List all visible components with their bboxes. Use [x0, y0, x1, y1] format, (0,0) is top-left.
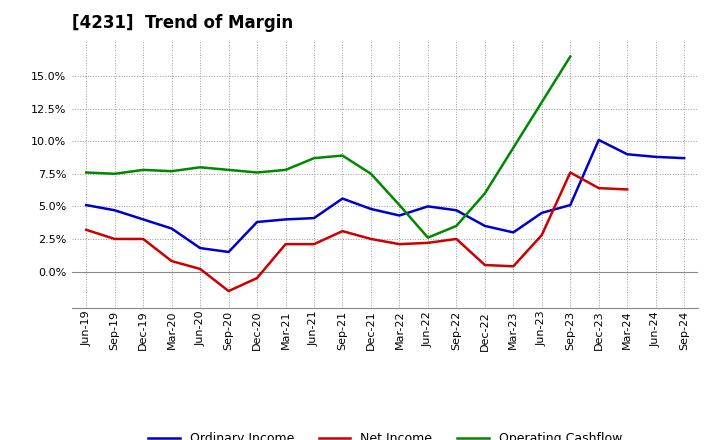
- Net Income: [623, 187, 631, 192]
- Net Income: [225, 289, 233, 294]
- Net Income: [110, 236, 119, 242]
- Operating Cashflow: [395, 202, 404, 208]
- Operating Cashflow: [110, 171, 119, 176]
- Operating Cashflow: [509, 145, 518, 150]
- Net Income: [139, 236, 148, 242]
- Ordinary Income: [509, 230, 518, 235]
- Operating Cashflow: [82, 170, 91, 175]
- Ordinary Income: [537, 210, 546, 216]
- Ordinary Income: [480, 223, 489, 228]
- Operating Cashflow: [452, 223, 461, 228]
- Ordinary Income: [338, 196, 347, 201]
- Ordinary Income: [110, 208, 119, 213]
- Ordinary Income: [82, 202, 91, 208]
- Ordinary Income: [196, 246, 204, 251]
- Net Income: [338, 228, 347, 234]
- Ordinary Income: [225, 249, 233, 255]
- Net Income: [509, 264, 518, 269]
- Operating Cashflow: [480, 191, 489, 196]
- Operating Cashflow: [366, 171, 375, 176]
- Net Income: [196, 266, 204, 271]
- Operating Cashflow: [310, 155, 318, 161]
- Net Income: [395, 242, 404, 247]
- Net Income: [480, 262, 489, 268]
- Ordinary Income: [680, 155, 688, 161]
- Operating Cashflow: [253, 170, 261, 175]
- Operating Cashflow: [196, 165, 204, 170]
- Text: [4231]  Trend of Margin: [4231] Trend of Margin: [72, 15, 293, 33]
- Net Income: [310, 242, 318, 247]
- Net Income: [167, 258, 176, 264]
- Operating Cashflow: [338, 153, 347, 158]
- Ordinary Income: [167, 226, 176, 231]
- Line: Operating Cashflow: Operating Cashflow: [86, 56, 570, 238]
- Net Income: [366, 236, 375, 242]
- Net Income: [595, 186, 603, 191]
- Ordinary Income: [282, 217, 290, 222]
- Legend: Ordinary Income, Net Income, Operating Cashflow: Ordinary Income, Net Income, Operating C…: [143, 427, 627, 440]
- Ordinary Income: [566, 202, 575, 208]
- Operating Cashflow: [282, 167, 290, 172]
- Ordinary Income: [310, 216, 318, 221]
- Net Income: [537, 232, 546, 238]
- Line: Ordinary Income: Ordinary Income: [86, 140, 684, 252]
- Ordinary Income: [253, 220, 261, 225]
- Net Income: [423, 240, 432, 246]
- Ordinary Income: [652, 154, 660, 160]
- Net Income: [282, 242, 290, 247]
- Ordinary Income: [395, 213, 404, 218]
- Ordinary Income: [139, 217, 148, 222]
- Net Income: [452, 236, 461, 242]
- Ordinary Income: [595, 137, 603, 143]
- Line: Net Income: Net Income: [86, 172, 627, 291]
- Operating Cashflow: [566, 54, 575, 59]
- Net Income: [566, 170, 575, 175]
- Operating Cashflow: [139, 167, 148, 172]
- Operating Cashflow: [537, 99, 546, 105]
- Ordinary Income: [452, 208, 461, 213]
- Net Income: [82, 227, 91, 232]
- Ordinary Income: [366, 206, 375, 212]
- Ordinary Income: [623, 152, 631, 157]
- Net Income: [253, 275, 261, 281]
- Operating Cashflow: [167, 169, 176, 174]
- Ordinary Income: [423, 204, 432, 209]
- Operating Cashflow: [423, 235, 432, 240]
- Operating Cashflow: [225, 167, 233, 172]
